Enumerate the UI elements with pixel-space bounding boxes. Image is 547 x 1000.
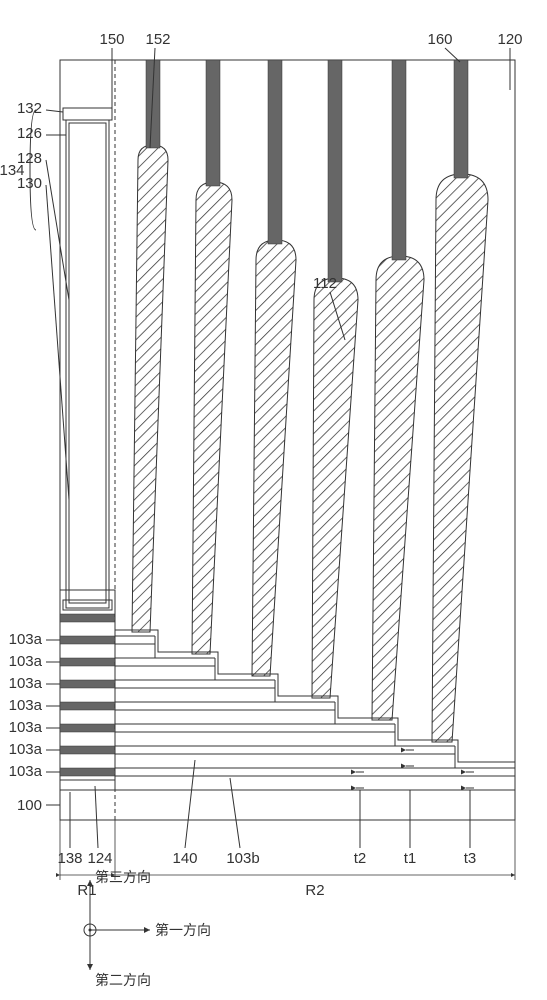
label-103a-7: 103a <box>9 763 43 780</box>
label-103a-6: 103a <box>9 741 43 758</box>
label-160: 160 <box>427 31 452 48</box>
label-103b: 103b <box>226 850 259 867</box>
label-132: 132 <box>17 100 42 117</box>
label-103a-2: 103a <box>9 653 43 670</box>
label-t2: t2 <box>354 850 367 867</box>
label-100: 100 <box>17 797 42 814</box>
diagram-svg: 132 126 128 130 134 103a 103a 103a 103a … <box>0 0 547 1000</box>
label-dir1: 第一方向 <box>155 922 211 938</box>
substrate <box>60 790 515 820</box>
label-r1: R1 <box>77 882 96 899</box>
label-103a-3: 103a <box>9 675 43 692</box>
label-103a-4: 103a <box>9 697 43 714</box>
label-103a-1: 103a <box>9 631 43 648</box>
label-dir2: 第二方向 <box>95 972 151 988</box>
label-103a-5: 103a <box>9 719 43 736</box>
label-124: 124 <box>87 850 112 867</box>
label-150: 150 <box>99 31 124 48</box>
label-t1: t1 <box>404 850 417 867</box>
label-138: 138 <box>57 850 82 867</box>
label-152: 152 <box>145 31 170 48</box>
label-r2: R2 <box>305 882 324 899</box>
top-vias <box>146 60 468 282</box>
label-dir3: 第三方向 <box>95 869 151 885</box>
r1-stack <box>60 108 115 790</box>
label-t3: t3 <box>464 850 477 867</box>
label-140: 140 <box>172 850 197 867</box>
label-120: 120 <box>497 31 522 48</box>
label-134: 134 <box>0 162 25 179</box>
label-112: 112 <box>313 275 337 292</box>
label-126: 126 <box>17 125 42 142</box>
